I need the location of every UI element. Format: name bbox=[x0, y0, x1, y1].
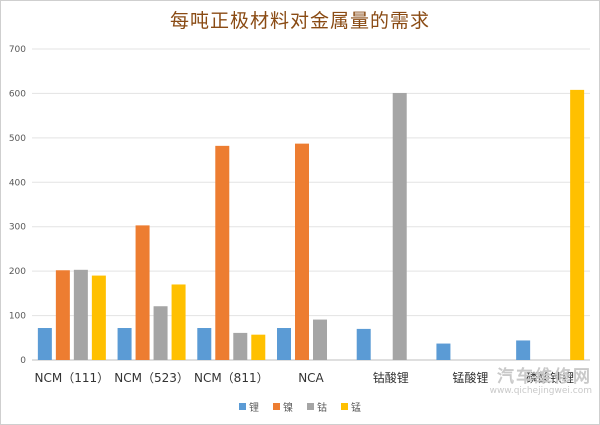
bar-4-7 bbox=[570, 89, 585, 361]
bar-1-5 bbox=[356, 328, 371, 360]
watermark-url: www.qichejingwei.com bbox=[489, 385, 592, 396]
legend-swatch bbox=[239, 403, 246, 410]
bar-3-5 bbox=[392, 92, 407, 360]
bar-1-2 bbox=[117, 328, 132, 360]
bar-2-3 bbox=[215, 145, 230, 360]
y-tick-label: 300 bbox=[9, 223, 26, 233]
bar-2-4 bbox=[295, 143, 309, 360]
bar-3-1 bbox=[73, 269, 88, 360]
bar-3-3 bbox=[233, 332, 248, 360]
legend-label: 锂 bbox=[249, 403, 259, 414]
y-tick-label: 400 bbox=[9, 178, 26, 188]
watermark-text: 汽车维修网 bbox=[497, 367, 592, 387]
bar-1-1 bbox=[37, 328, 52, 360]
x-category-label: 锰酸锂 bbox=[452, 370, 488, 385]
bar-1-7 bbox=[516, 340, 531, 360]
x-category-label: NCM（111） bbox=[35, 371, 110, 385]
bar-3-2 bbox=[153, 306, 168, 360]
gridlines bbox=[32, 48, 590, 361]
bar-1-6 bbox=[436, 343, 451, 360]
y-tick-label: 600 bbox=[9, 89, 26, 99]
legend-label: 钴 bbox=[317, 403, 327, 414]
legend-item: 锰 bbox=[341, 399, 361, 414]
chart-title: 每吨正极材料对金属量的需求 bbox=[169, 10, 430, 32]
bar-2-2 bbox=[135, 225, 150, 360]
bar-2-1 bbox=[55, 270, 70, 360]
bar-4-1 bbox=[91, 275, 106, 360]
x-category-label: NCA bbox=[298, 371, 324, 385]
x-category-label: NCM（523） bbox=[114, 371, 189, 385]
legend-swatch bbox=[273, 403, 280, 410]
chart-legend: 锂镍钴锰 bbox=[0, 399, 600, 414]
legend-swatch bbox=[341, 403, 348, 410]
legend-swatch bbox=[307, 403, 314, 410]
y-tick-label: 700 bbox=[9, 45, 26, 55]
legend-item: 锂 bbox=[239, 399, 259, 414]
y-tick-label: 100 bbox=[9, 312, 26, 322]
bar-4-2 bbox=[171, 284, 186, 360]
bar-4-3 bbox=[251, 334, 266, 360]
legend-label: 锰 bbox=[351, 403, 361, 414]
bars bbox=[37, 89, 585, 361]
bar-1-3 bbox=[197, 328, 212, 360]
y-tick-label: 200 bbox=[9, 267, 26, 277]
x-category-label: NCM（811） bbox=[194, 371, 269, 385]
x-category-label: 钴酸锂 bbox=[373, 370, 409, 385]
bar-1-4 bbox=[277, 328, 291, 360]
x-axis-categories: NCM（111） NCM（523） NCM（811） NCA 钴酸锂 锰酸锂 磷酸铁锂 bbox=[35, 370, 575, 385]
legend-label: 镍 bbox=[283, 403, 293, 414]
legend-item: 钴 bbox=[307, 399, 327, 414]
y-tick-label: 500 bbox=[9, 134, 26, 144]
legend-item: 镍 bbox=[273, 399, 293, 414]
y-tick-label: 0 bbox=[20, 356, 26, 366]
bar-3-4 bbox=[313, 319, 327, 360]
y-axis-ticks: 0 100 200 300 400 500 600 700 bbox=[9, 45, 26, 366]
x-category-label: 磷酸铁锂 bbox=[526, 370, 574, 385]
watermark: 汽车维修网 www.qichejingwei.com bbox=[490, 368, 592, 397]
